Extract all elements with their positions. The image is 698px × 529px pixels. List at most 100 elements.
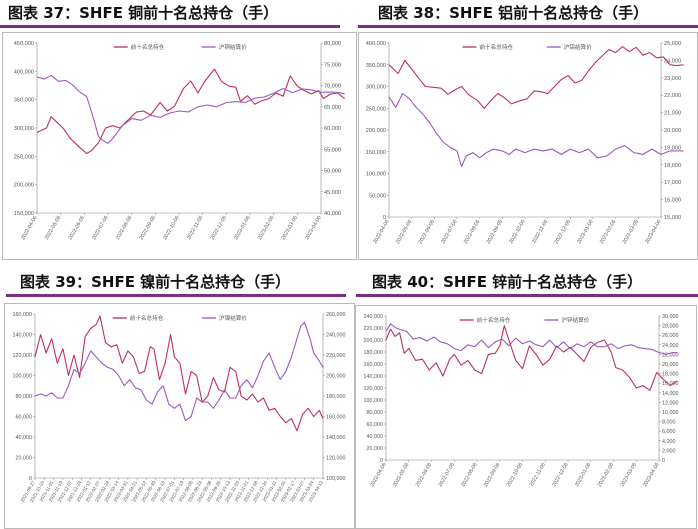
y-right-tick-label: 23,000 xyxy=(664,76,681,82)
x-tick-label: 2022-12-06 xyxy=(210,215,229,241)
y-left-tick-label: 400,000 xyxy=(14,69,34,75)
y-right-tick-label: 200,000 xyxy=(326,374,346,380)
y-right-tick-label: 220,000 xyxy=(326,353,346,359)
y-right-tick-label: 50,000 xyxy=(324,169,341,175)
y-left-tick-label: 350,000 xyxy=(366,63,386,69)
chart-aluminum: 0 50,000 100,000 150,000 200,000 250,000 300,0… xyxy=(358,32,698,260)
header-rule-40 xyxy=(356,294,698,297)
y-left-tick-label: 150,000 xyxy=(366,150,386,156)
y-left-tick-label: 250,000 xyxy=(14,154,34,160)
x-tick-label: 2022-09-06 xyxy=(139,215,158,241)
x-tick-label: 2022-05-06 xyxy=(392,462,411,488)
y-right-tick-label: 100,000 xyxy=(326,476,346,482)
y-right-tick-label: 160,000 xyxy=(326,415,346,421)
x-tick-label: 2022-10-06 xyxy=(162,215,181,241)
y-left-tick-label: 150,000 xyxy=(14,211,34,217)
y-right-tick-label: 12,000 xyxy=(662,400,679,406)
y-right-tick-label: 24,000 xyxy=(662,343,679,349)
x-tick-label: 2022-11-06 xyxy=(529,462,547,488)
y-right-tick-label: 24,000 xyxy=(664,58,681,64)
y-right-tick-label: 80,000 xyxy=(324,41,341,47)
y-left-tick-label: 400,000 xyxy=(366,41,386,47)
x-tick-label: 2022-06-06 xyxy=(68,215,87,241)
y-left-tick-label: 180,000 xyxy=(364,350,384,356)
y-right-tick-label: 17,000 xyxy=(664,180,681,186)
y-right-tick-label: 18,000 xyxy=(664,163,681,169)
y-left-tick-label: 40,000 xyxy=(16,435,33,441)
series-line-position xyxy=(388,45,684,109)
legend-label-position: 前十名总持仓 xyxy=(477,316,511,324)
y-right-tick-label: 19,000 xyxy=(664,145,681,151)
series-line-position xyxy=(34,315,324,432)
y-right-tick-label: 8,000 xyxy=(662,420,676,426)
y-left-tick-label: 80,000 xyxy=(367,410,384,416)
y-left-tick-label: 140,000 xyxy=(364,374,384,380)
y-right-tick-label: 15,000 xyxy=(664,215,681,221)
y-right-tick-label: 25,000 xyxy=(664,41,681,47)
y-right-tick-label: 75,000 xyxy=(324,62,341,68)
legend-label-price: 沪铜结算价 xyxy=(219,43,247,51)
y-right-tick-label: 16,000 xyxy=(662,381,679,387)
y-right-tick-label: 20,000 xyxy=(664,128,681,134)
chart-zinc-svg: 0 20,000 40,000 60,000 80,000 100,000 120,000 1… xyxy=(364,314,679,488)
y-right-tick-label: 20,000 xyxy=(662,362,679,368)
y-right-tick-label: 260,000 xyxy=(326,312,346,318)
series-line-position xyxy=(36,68,346,155)
y-left-tick-label: 450,000 xyxy=(14,41,34,47)
legend-label-price: 沪铝结算价 xyxy=(564,43,592,51)
panel-title-40: 图表 40：SHFE 锌前十名总持仓（手） xyxy=(372,273,643,291)
x-tick-label: 2022-06-06 xyxy=(418,219,437,245)
x-tick-label: 2022-12-06 xyxy=(554,219,573,245)
y-left-tick-label: 100,000 xyxy=(13,374,33,380)
y-left-tick-label: 220,000 xyxy=(364,326,384,332)
x-tick-label: 2023-03-06 xyxy=(622,219,641,245)
panel-title-38: 图表 38：SHFE 铝前十名总持仓（手） xyxy=(378,4,649,22)
y-right-tick-label: 60,000 xyxy=(324,126,341,132)
y-right-tick-label: 10,000 xyxy=(662,410,679,416)
y-right-tick-label: 140,000 xyxy=(326,435,346,441)
x-tick-label: 2022-07-06 xyxy=(440,219,459,245)
y-left-tick-label: 20,000 xyxy=(367,446,384,452)
y-right-tick-label: 180,000 xyxy=(326,394,346,400)
x-tick-label: 2022-11-06 xyxy=(186,215,204,241)
y-left-tick-label: 80,000 xyxy=(16,394,33,400)
x-tick-label: 2023-04-06 xyxy=(304,215,323,241)
x-tick-label: 2023-03-06 xyxy=(620,462,639,488)
y-left-tick-label: 160,000 xyxy=(364,362,384,368)
y-right-tick-label: 30,000 xyxy=(662,314,679,320)
panel-title-37: 图表 37：SHFE 铜前十名总持仓（手） xyxy=(8,4,279,22)
y-right-tick-label: 40,000 xyxy=(324,211,341,217)
x-tick-label: 2022-07-06 xyxy=(438,462,457,488)
y-left-tick-label: 240,000 xyxy=(364,314,384,320)
x-tick-label: 2022-04-06 xyxy=(369,462,388,488)
x-tick-label: 2023-03-06 xyxy=(281,215,300,241)
legend-label-position: 前十名总持仓 xyxy=(131,43,165,51)
series-line-price xyxy=(34,321,324,422)
x-tick-label: 2023-01-06 xyxy=(233,215,252,241)
x-tick-label: 2022-07-06 xyxy=(91,215,110,241)
y-right-tick-label: 14,000 xyxy=(662,391,679,397)
y-left-tick-label: 300,000 xyxy=(366,85,386,91)
y-left-tick-label: 20,000 xyxy=(16,456,33,462)
y-right-tick-label: 26,000 xyxy=(662,333,679,339)
y-right-tick-label: 22,000 xyxy=(664,93,681,99)
x-tick-label: 2022-09-06 xyxy=(483,462,502,488)
y-left-tick-label: 300,000 xyxy=(14,126,34,132)
y-right-tick-label: 6,000 xyxy=(662,429,676,435)
x-tick-label: 2022-05-06 xyxy=(44,215,63,241)
y-right-tick-label: 240,000 xyxy=(326,333,346,339)
y-right-tick-label: 55,000 xyxy=(324,147,341,153)
x-tick-label: 2022-04-06 xyxy=(372,219,391,245)
y-left-tick-label: 100,000 xyxy=(366,172,386,178)
y-right-tick-label: 21,000 xyxy=(664,111,681,117)
y-left-tick-label: 50,000 xyxy=(369,193,386,199)
x-tick-label: 2023-02-06 xyxy=(257,215,276,241)
x-tick-label: 2023-02-06 xyxy=(597,462,616,488)
series-line-price xyxy=(36,74,345,144)
y-left-tick-label: 120,000 xyxy=(13,353,33,359)
y-left-tick-label: 200,000 xyxy=(14,183,34,189)
x-tick-label: 2023-04-06 xyxy=(644,219,663,245)
y-left-tick-label: 200,000 xyxy=(364,338,384,344)
y-left-tick-label: 120,000 xyxy=(364,386,384,392)
x-tick-label: 2023-04-06 xyxy=(642,462,661,488)
